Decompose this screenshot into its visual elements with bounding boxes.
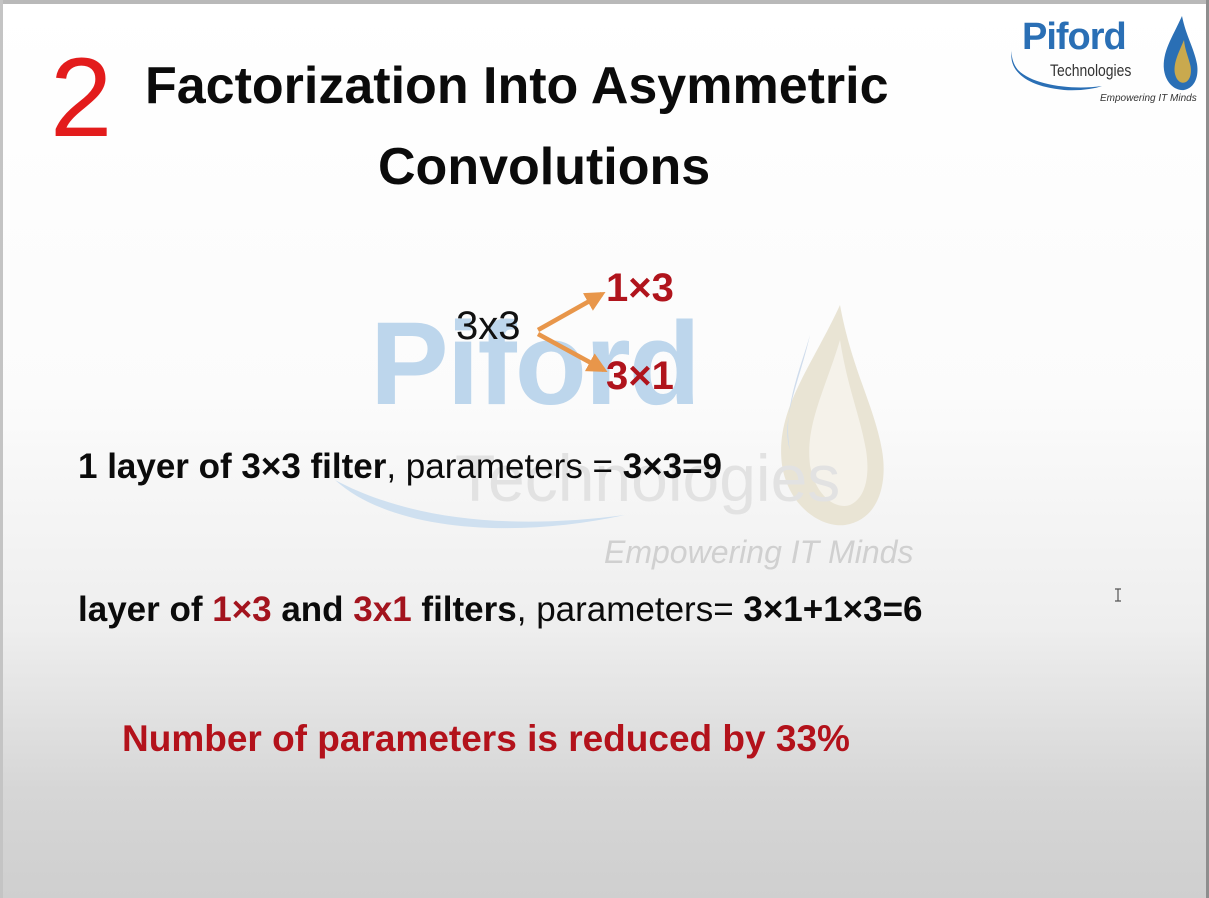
slide-top-border	[0, 0, 1209, 4]
logo-name: Piford	[1022, 16, 1127, 58]
statement-1-subject: 1 layer of 3×3 filter	[78, 447, 387, 486]
logo-tagline: Empowering IT Minds	[1100, 93, 1197, 104]
slide-title-line-1: Factorization Into Asymmetric	[145, 57, 889, 115]
slide-right-border	[1206, 0, 1209, 898]
diagram-target-top: 1×3	[606, 266, 674, 310]
statement-2-filter-a: 1×3	[212, 590, 272, 629]
piford-logo: Piford Technologies Empowering IT Minds	[1002, 12, 1202, 112]
conclusion-text: Number of parameters is reduced by 33%	[122, 718, 850, 759]
slide-number: 2	[50, 35, 113, 160]
statement-2-formula: 3×1+1×3=6	[743, 590, 923, 629]
statement-2-prefix: layer of	[78, 590, 213, 629]
statement-2-filter-b: 3x1	[353, 590, 412, 629]
statement-asymmetric-layers: layer of 1×3 and 3x1 filters, parameters…	[78, 592, 922, 627]
statement-2-suffix: filters	[411, 590, 517, 629]
watermark-tagline: Empowering IT Minds	[604, 534, 914, 570]
arrow-to-top	[536, 292, 606, 332]
statement-1-formula: 3×3=9	[622, 447, 722, 486]
logo-subtitle: Technologies	[1050, 61, 1132, 80]
logo-arc-icon	[1011, 50, 1102, 91]
diagram-target-bottom: 3×1	[606, 354, 674, 398]
statement-2-and: and	[271, 590, 354, 629]
watermark-drop-icon	[781, 305, 884, 526]
slide-title-line-2: Convolutions	[378, 138, 711, 196]
statement-1-label: , parameters =	[386, 447, 623, 486]
arrow-to-bottom	[536, 332, 608, 372]
logo-drop-icon	[1163, 16, 1198, 91]
diagram-source-label: 3x3	[456, 304, 521, 348]
factorization-arrows	[536, 292, 608, 372]
text-cursor-icon	[1115, 588, 1121, 602]
statement-single-layer: 1 layer of 3×3 filter, parameters = 3×3=…	[78, 449, 722, 484]
statement-2-label: , parameters=	[516, 590, 744, 629]
slide-left-border	[0, 0, 3, 898]
